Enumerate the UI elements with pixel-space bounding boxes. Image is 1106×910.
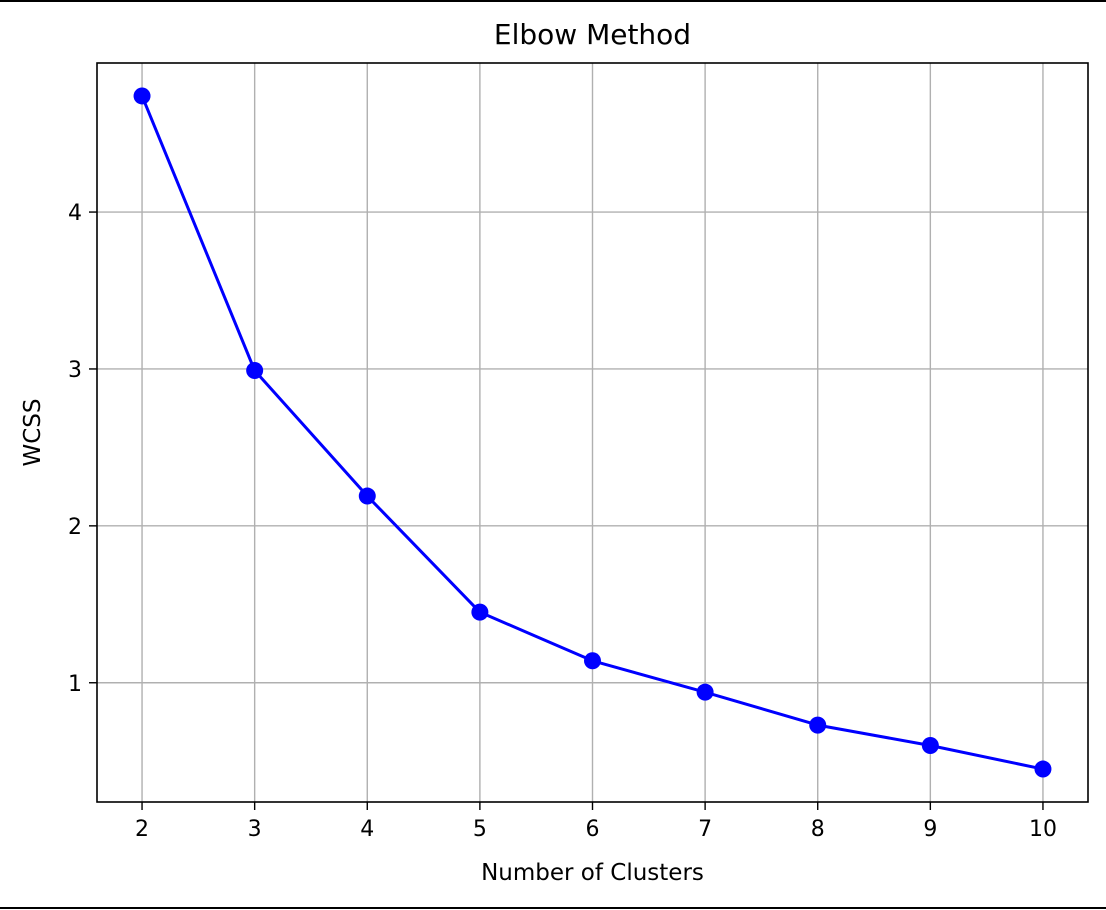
x-tick-label: 4 bbox=[360, 817, 374, 842]
data-point bbox=[1034, 760, 1052, 778]
data-point bbox=[921, 737, 939, 755]
y-tick-label: 3 bbox=[68, 358, 82, 383]
x-tick-label: 10 bbox=[1029, 817, 1057, 842]
data-point bbox=[696, 683, 714, 701]
y-tick-label: 4 bbox=[68, 201, 82, 226]
data-point bbox=[246, 362, 264, 380]
data-point bbox=[471, 603, 489, 621]
x-tick-label: 3 bbox=[248, 817, 262, 842]
x-tick-label: 9 bbox=[923, 817, 937, 842]
x-tick-label: 8 bbox=[811, 817, 825, 842]
y-axis-label: WCSS bbox=[20, 398, 46, 466]
bottom-border bbox=[0, 907, 1106, 909]
x-tick-label: 2 bbox=[135, 817, 149, 842]
x-tick-label: 7 bbox=[698, 817, 712, 842]
x-axis-label: Number of Clusters bbox=[481, 860, 704, 886]
data-point bbox=[358, 487, 376, 505]
grid-lines bbox=[97, 63, 1088, 802]
y-tick-label: 1 bbox=[68, 672, 82, 697]
top-border bbox=[0, 0, 1106, 2]
data-point bbox=[584, 652, 601, 670]
ticks: 2 3 4 5 6 7 8 9 10 1 2 3 4 bbox=[68, 201, 1057, 842]
series-wcss bbox=[133, 87, 1052, 778]
data-point bbox=[133, 87, 151, 105]
data-point bbox=[809, 716, 827, 734]
x-tick-label: 5 bbox=[473, 817, 487, 842]
chart-title: Elbow Method bbox=[494, 18, 691, 51]
x-tick-label: 6 bbox=[586, 817, 600, 842]
y-tick-label: 2 bbox=[68, 515, 82, 540]
